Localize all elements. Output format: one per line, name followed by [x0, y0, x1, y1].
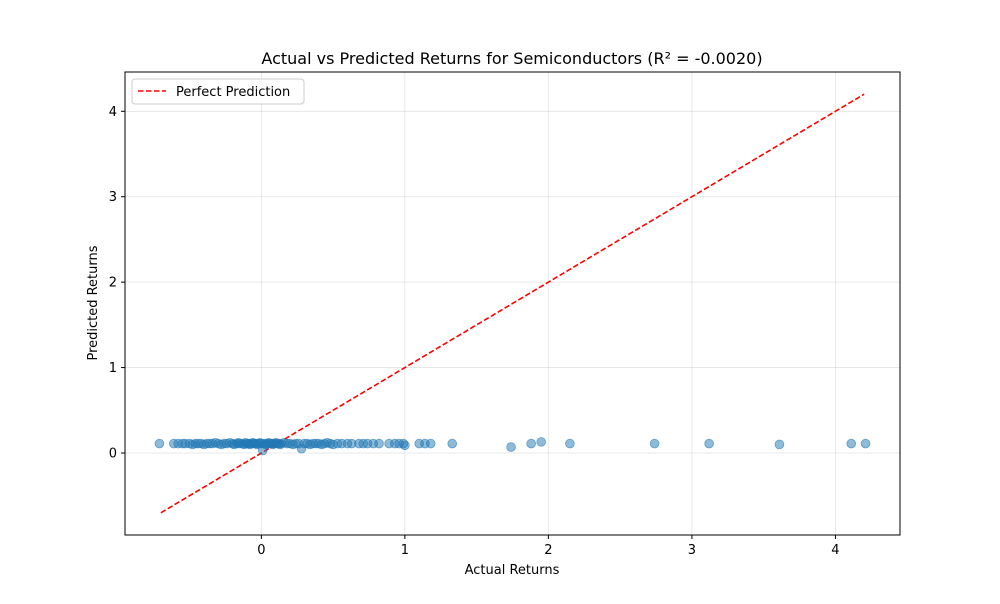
x-axis-ticks: 0 1 2 3 4: [257, 535, 840, 558]
x-tick-label: 4: [831, 543, 839, 558]
grid: [125, 72, 900, 535]
scatter-point: [649, 438, 660, 449]
y-tick-label: 3: [109, 190, 117, 205]
y-tick-label: 4: [109, 105, 117, 120]
scatter-point: [400, 440, 410, 451]
y-tick-label: 1: [109, 361, 117, 376]
y-axis-label: Predicted Returns: [86, 245, 101, 360]
legend-box: [131, 78, 305, 105]
scatter-point: [536, 437, 547, 447]
x-axis-label: Actual Returns: [465, 563, 560, 578]
legend: Perfect Prediction: [131, 78, 305, 105]
scatter-point: [425, 438, 436, 449]
scatter-point: [846, 438, 857, 449]
x-tick-label: 1: [401, 543, 409, 558]
chart-title: Actual vs Predicted Returns for Semicond…: [261, 49, 762, 68]
y-tick-label: 0: [109, 446, 117, 461]
scatter-point: [565, 438, 575, 449]
y-axis-ticks: 0 1 2 3 4: [109, 105, 125, 461]
scatter-point: [447, 438, 458, 449]
plot-frame: [124, 71, 901, 536]
x-tick-label: 2: [544, 543, 552, 558]
scatter-point: [506, 442, 516, 452]
scatter-point: [526, 438, 536, 449]
scatter-point: [154, 438, 165, 449]
legend-entry-perfect-prediction: Perfect Prediction: [176, 85, 290, 100]
x-tick-label: 0: [257, 543, 265, 558]
scatter-point: [860, 438, 871, 449]
y-tick-label: 2: [109, 276, 117, 291]
scatter-point: [374, 438, 384, 449]
scatter-point: [774, 439, 785, 450]
points-layer: [154, 437, 871, 456]
x-tick-label: 3: [688, 543, 696, 558]
scatter-point: [704, 438, 714, 449]
